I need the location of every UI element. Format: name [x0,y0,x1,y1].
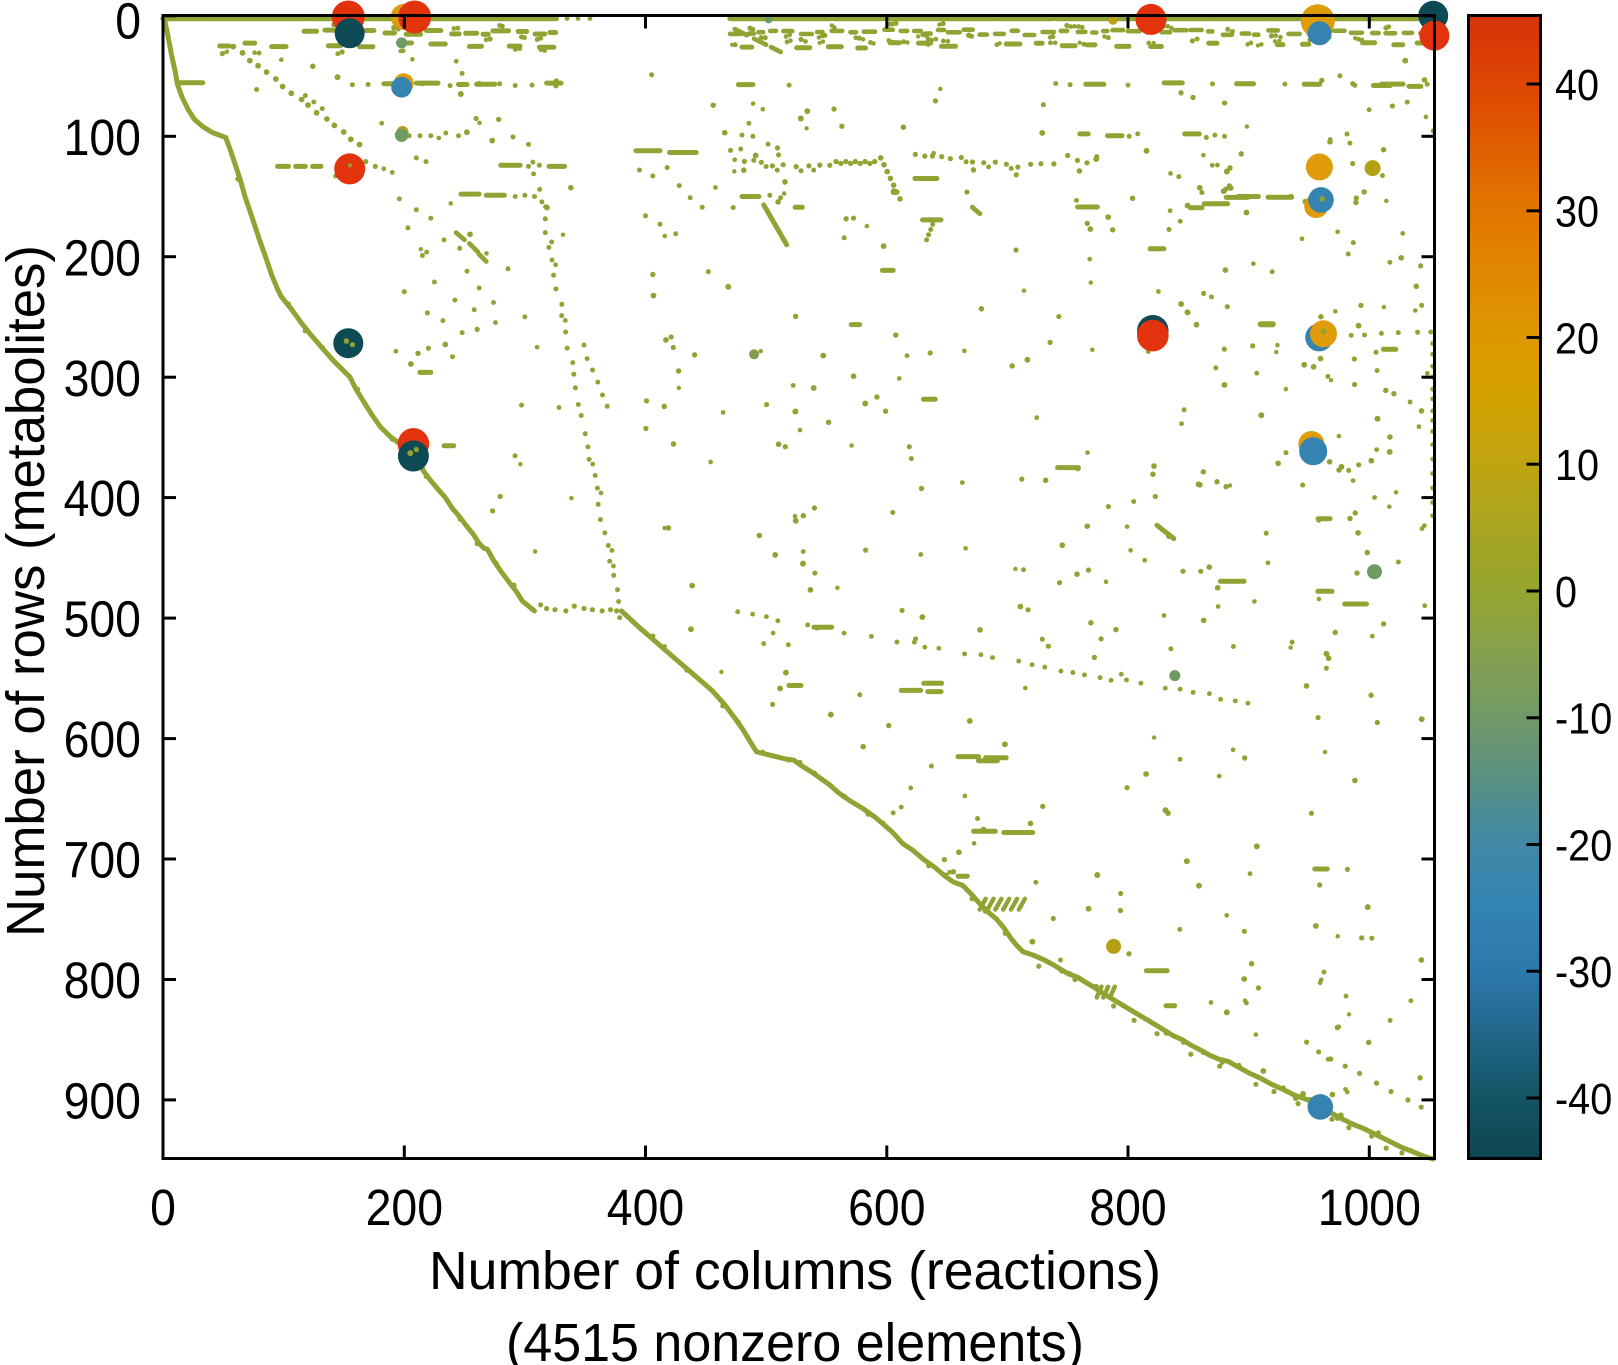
svg-text:0: 0 [150,1179,176,1236]
svg-text:1000: 1000 [1318,1179,1421,1236]
svg-text:10: 10 [1555,442,1599,490]
svg-text:800: 800 [64,952,141,1009]
svg-text:-30: -30 [1555,949,1612,997]
svg-text:(4515 nonzero elements): (4515 nonzero elements) [506,1313,1084,1365]
svg-text:Number of rows (metabolites): Number of rows (metabolites) [0,245,56,937]
svg-text:700: 700 [64,832,141,889]
svg-text:200: 200 [366,1179,443,1236]
svg-text:0: 0 [115,0,141,49]
svg-text:100: 100 [64,109,141,166]
svg-text:20: 20 [1555,315,1599,363]
svg-text:40: 40 [1555,62,1599,110]
svg-text:200: 200 [64,229,141,286]
svg-text:600: 600 [848,1179,925,1236]
svg-text:-40: -40 [1555,1076,1612,1124]
svg-text:Number of columns (reactions): Number of columns (reactions) [429,1241,1161,1301]
svg-text:500: 500 [64,591,141,648]
svg-text:300: 300 [64,350,141,407]
svg-text:-10: -10 [1555,696,1612,744]
svg-text:30: 30 [1555,189,1599,237]
svg-text:900: 900 [64,1073,141,1130]
svg-text:600: 600 [64,711,141,768]
svg-text:800: 800 [1089,1179,1166,1236]
svg-text:400: 400 [607,1179,684,1236]
svg-text:400: 400 [64,470,141,527]
svg-text:0: 0 [1555,569,1577,617]
svg-text:-20: -20 [1555,822,1612,870]
